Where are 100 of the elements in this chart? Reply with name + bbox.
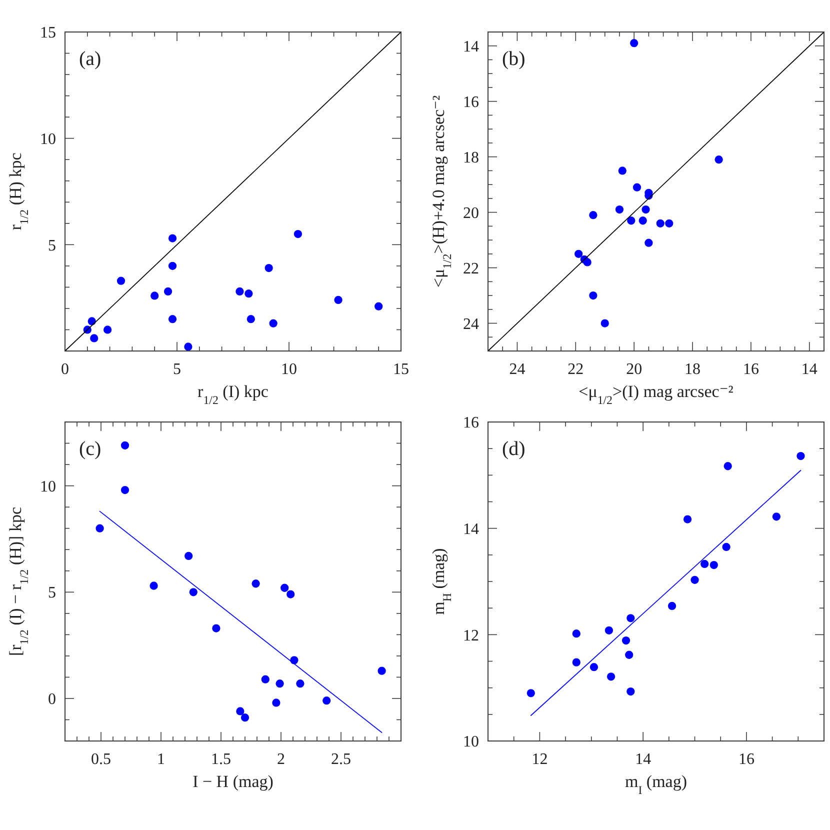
point	[632, 183, 642, 192]
point	[244, 290, 253, 298]
y-tick-label: 5	[48, 584, 56, 602]
x-tick-label: 24	[509, 361, 526, 378]
point	[184, 552, 193, 560]
point	[261, 675, 270, 684]
point	[625, 650, 634, 659]
point	[656, 219, 664, 228]
point	[296, 680, 304, 688]
point	[334, 296, 342, 304]
x-tick-label: 14	[801, 361, 818, 378]
x-axis-title: r$_{1/2}$ (I) kpc	[198, 382, 269, 407]
x-axis-title: I − H (mag)	[192, 772, 274, 791]
point	[150, 292, 159, 300]
y-tick-label: 10	[40, 478, 56, 496]
point	[526, 689, 535, 698]
point	[246, 315, 255, 324]
point	[168, 234, 177, 242]
point	[120, 441, 130, 450]
point	[604, 626, 614, 634]
point	[90, 334, 98, 342]
point	[286, 590, 295, 598]
point	[683, 515, 692, 524]
point	[280, 584, 289, 592]
x-tick-label: 2	[277, 751, 285, 768]
point	[168, 315, 177, 324]
x-tick-label: 16	[738, 751, 754, 768]
point	[252, 580, 260, 588]
point	[589, 211, 598, 220]
y-tick-label: 24	[463, 316, 479, 333]
point	[589, 291, 598, 300]
point	[572, 658, 580, 666]
y-tick-label: 12	[463, 627, 479, 644]
point	[583, 258, 592, 266]
annotation: (a)	[79, 48, 102, 70]
y-tick-label: 10	[40, 130, 56, 148]
point	[606, 672, 616, 681]
point	[150, 582, 158, 590]
point	[665, 219, 674, 228]
point	[638, 216, 647, 225]
point	[322, 696, 331, 705]
x-tick-label: 20	[626, 361, 642, 378]
point	[240, 714, 250, 722]
y-tick-label: 18	[463, 149, 479, 166]
y-tick-label: 0	[48, 691, 56, 708]
x-tick-label: 5	[173, 361, 181, 378]
point	[236, 287, 244, 296]
x-tick-label: 22	[568, 361, 584, 378]
point	[574, 250, 583, 258]
annotation: (c)	[79, 438, 102, 460]
point	[668, 602, 676, 610]
point	[212, 624, 220, 632]
point	[615, 205, 624, 214]
x-tick-label: 0	[61, 361, 69, 378]
x-tick-label: 14	[635, 751, 652, 768]
y-tick-label: 16	[463, 94, 479, 111]
x-tick-label: 18	[684, 361, 701, 378]
point	[644, 238, 653, 247]
point	[622, 636, 630, 645]
x-tick-label: 16	[742, 361, 759, 378]
point	[276, 680, 284, 688]
point	[627, 216, 636, 225]
point	[722, 542, 730, 551]
y-tick-label: 22	[463, 260, 479, 278]
point	[272, 698, 280, 707]
point	[796, 452, 805, 460]
x-tick-label: 10	[281, 361, 297, 378]
point	[690, 576, 699, 584]
point	[626, 614, 635, 622]
point	[120, 486, 130, 494]
x-axis-title: <μ$_{1/2}$>(I) mag arcsec⁻²	[578, 382, 734, 407]
x-tick-label: 0.5	[91, 751, 111, 768]
x-tick-label: 15	[393, 361, 409, 378]
point	[116, 276, 126, 285]
x-tick-label: 1.5	[211, 751, 231, 768]
point	[374, 302, 383, 310]
point	[700, 560, 709, 568]
point	[772, 512, 781, 521]
annotation: (d)	[502, 438, 526, 460]
point	[572, 630, 580, 638]
point	[714, 156, 723, 164]
point	[294, 230, 302, 238]
point	[164, 287, 172, 296]
y-tick-label: 20	[463, 204, 479, 222]
point	[103, 326, 112, 334]
point	[618, 166, 626, 175]
point	[378, 666, 386, 675]
point	[168, 262, 177, 270]
point	[236, 707, 244, 716]
point	[600, 319, 609, 328]
point	[264, 264, 273, 272]
x-tick-label: 1	[157, 751, 165, 768]
point	[710, 560, 718, 570]
y-tick-label: 5	[48, 237, 56, 254]
point	[642, 205, 650, 214]
x-tick-label: 2.5	[331, 751, 351, 768]
point	[630, 39, 638, 48]
x-axis-title: m$_{I}$ (mag)	[624, 772, 688, 797]
y-tick-label: 15	[40, 24, 56, 42]
point	[626, 687, 635, 696]
